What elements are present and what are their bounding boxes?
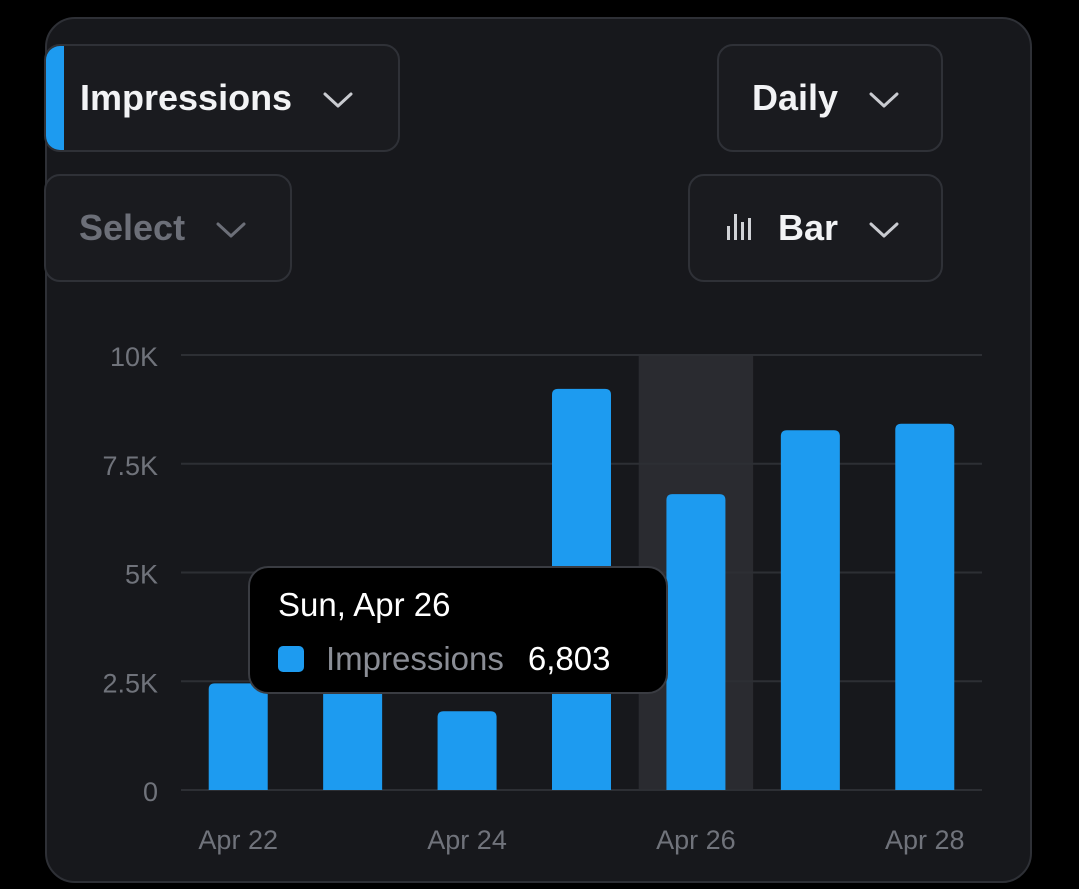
compare-dropdown[interactable]: Select <box>44 174 292 282</box>
tooltip-date: Sun, Apr 26 <box>278 586 451 623</box>
bar-apr-27 <box>780 430 840 790</box>
metric-color-accent <box>46 46 64 150</box>
x-tick-label: Apr 26 <box>656 825 736 855</box>
y-tick-label: 0 <box>143 777 158 807</box>
tooltip-series-label: Impressions <box>326 640 504 677</box>
y-tick-label: 5K <box>125 560 158 590</box>
interval-dropdown[interactable]: Daily <box>717 44 943 152</box>
y-tick-label: 7.5K <box>102 451 158 481</box>
chevron-down-icon <box>868 207 900 249</box>
x-tick-label: Apr 28 <box>885 825 965 855</box>
tooltip-value: 6,803 <box>527 640 611 677</box>
bar-apr-24 <box>437 711 497 790</box>
chevron-down-icon <box>868 77 900 119</box>
compare-dropdown-placeholder: Select <box>79 207 186 248</box>
interval-dropdown-label: Daily <box>752 77 839 118</box>
x-tick-label: Apr 24 <box>427 825 507 855</box>
x-tick-label: Apr 22 <box>198 825 278 855</box>
metric-dropdown-label: Impressions <box>80 77 293 118</box>
chart-type-dropdown-label: Bar <box>778 207 839 248</box>
chevron-down-icon <box>322 77 354 119</box>
tooltip-series-swatch <box>278 646 304 672</box>
bar-apr-23 <box>323 681 383 790</box>
tooltip-row: Impressions 6,803 <box>278 640 666 678</box>
bar-chart-icon <box>726 207 754 249</box>
chevron-down-icon <box>215 207 247 249</box>
metric-dropdown[interactable]: Impressions <box>44 44 400 152</box>
bar-apr-28 <box>895 423 955 790</box>
bar-apr-26 <box>666 494 726 790</box>
y-tick-label: 2.5K <box>102 668 158 698</box>
y-tick-label: 10K <box>110 342 158 372</box>
chart-tooltip: Sun, Apr 26 Impressions 6,803 <box>248 566 668 694</box>
chart-type-dropdown[interactable]: Bar <box>688 174 943 282</box>
bar-apr-22 <box>208 683 268 790</box>
